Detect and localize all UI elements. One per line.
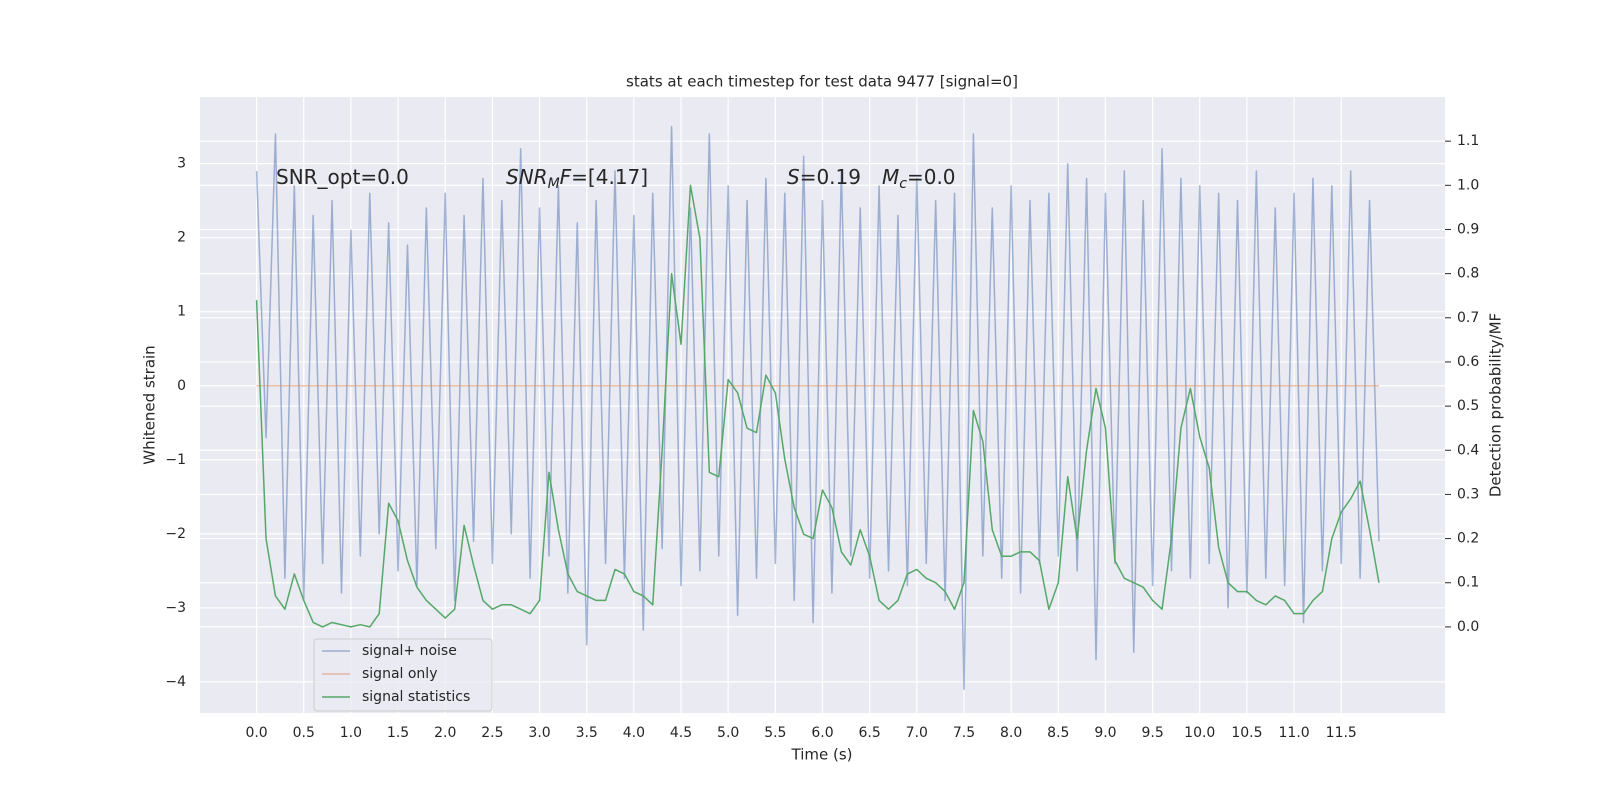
y-tick-label: −4 bbox=[165, 674, 186, 690]
x-tick-label: 4.5 bbox=[670, 725, 692, 741]
annotation-part: =0.0 bbox=[907, 165, 956, 189]
x-tick-label: 6.0 bbox=[811, 725, 833, 741]
marks bbox=[255, 125, 1380, 691]
legend-label: signal+ noise bbox=[362, 643, 457, 659]
y-tick-label: 2 bbox=[177, 230, 186, 246]
y2-tick-label: 0.6 bbox=[1457, 354, 1479, 370]
x-tick-label: 2.0 bbox=[434, 725, 456, 741]
y-tick-label: −1 bbox=[165, 452, 186, 468]
x-tick-label: 8.5 bbox=[1047, 725, 1069, 741]
x-tick-label: 7.5 bbox=[953, 725, 975, 741]
series-line bbox=[255, 184, 1380, 628]
series-line bbox=[255, 125, 1380, 691]
x-tick-label: 5.0 bbox=[717, 725, 739, 741]
annotation: SNRMF=[4.17] bbox=[506, 165, 648, 193]
x-tick-label: 4.0 bbox=[623, 725, 645, 741]
x-tick-label: 3.5 bbox=[576, 725, 598, 741]
annotation: S=0.19 bbox=[787, 165, 861, 189]
y-tick-label: 0 bbox=[177, 378, 186, 394]
annotation-part: S bbox=[787, 165, 800, 189]
x-tick-label: 11.5 bbox=[1326, 725, 1357, 741]
y2-tick-label: 0.9 bbox=[1457, 221, 1479, 237]
x-axis-label: Time (s) bbox=[791, 746, 853, 764]
x-tick-label: 6.5 bbox=[859, 725, 881, 741]
x-tick-label: 0.0 bbox=[245, 725, 267, 741]
annotation-part: M bbox=[882, 165, 899, 189]
y-axis-label: Whitened strain bbox=[141, 345, 159, 464]
y2-tick-label: 0.5 bbox=[1457, 398, 1479, 414]
y-tick-label: 3 bbox=[177, 156, 186, 172]
annotation-part: SNR bbox=[506, 165, 548, 189]
annotation-part: SNR_opt=0.0 bbox=[276, 165, 409, 189]
y2-tick-label: 0.2 bbox=[1457, 531, 1479, 547]
annotation-part: =0.19 bbox=[800, 165, 861, 189]
annotation: Mc=0.0 bbox=[882, 165, 956, 193]
x-tick-label: 2.5 bbox=[481, 725, 503, 741]
annotation-part: c bbox=[899, 176, 907, 192]
y2-tick-label: 0.1 bbox=[1457, 575, 1479, 591]
y2-axis-label: Detection probability/MF bbox=[1487, 313, 1505, 497]
y2-tick-label: 0.3 bbox=[1457, 486, 1479, 502]
y-tick-label: −3 bbox=[165, 600, 186, 616]
x-tick-label: 11.0 bbox=[1279, 725, 1310, 741]
x-tick-label: 10.5 bbox=[1231, 725, 1262, 741]
y-tick-label: 1 bbox=[177, 304, 186, 320]
y2-tick-label: 0.7 bbox=[1457, 310, 1479, 326]
y2-tick-label: 0.4 bbox=[1457, 442, 1479, 458]
legend-label: signal statistics bbox=[362, 689, 470, 705]
x-tick-label: 9.0 bbox=[1094, 725, 1116, 741]
y2-tick-label: 1.1 bbox=[1457, 133, 1479, 149]
y2-tick-label: 1.0 bbox=[1457, 177, 1479, 193]
x-tick-label: 7.0 bbox=[906, 725, 928, 741]
x-tick-label: 3.0 bbox=[528, 725, 550, 741]
annotation-part: M bbox=[548, 176, 560, 192]
chart-title: stats at each timestep for test data 947… bbox=[626, 73, 1018, 91]
x-tick-label: 8.0 bbox=[1000, 725, 1022, 741]
x-tick-label: 0.5 bbox=[293, 725, 315, 741]
annotation-part: F bbox=[560, 165, 572, 189]
x-tick-label: 1.0 bbox=[340, 725, 362, 741]
y-tick-label: −2 bbox=[165, 526, 186, 542]
legend-label: signal only bbox=[362, 666, 437, 682]
x-tick-label: 1.5 bbox=[387, 725, 409, 741]
y2-tick-label: 0.8 bbox=[1457, 266, 1479, 282]
annotation-part: =[4.17] bbox=[571, 165, 648, 189]
x-tick-label: 9.5 bbox=[1141, 725, 1163, 741]
y2-tick-label: 0.0 bbox=[1457, 619, 1479, 635]
x-tick-label: 10.0 bbox=[1184, 725, 1215, 741]
annotation: SNR_opt=0.0 bbox=[276, 165, 409, 189]
x-tick-label: 5.5 bbox=[764, 725, 786, 741]
legend-box bbox=[313, 638, 493, 712]
